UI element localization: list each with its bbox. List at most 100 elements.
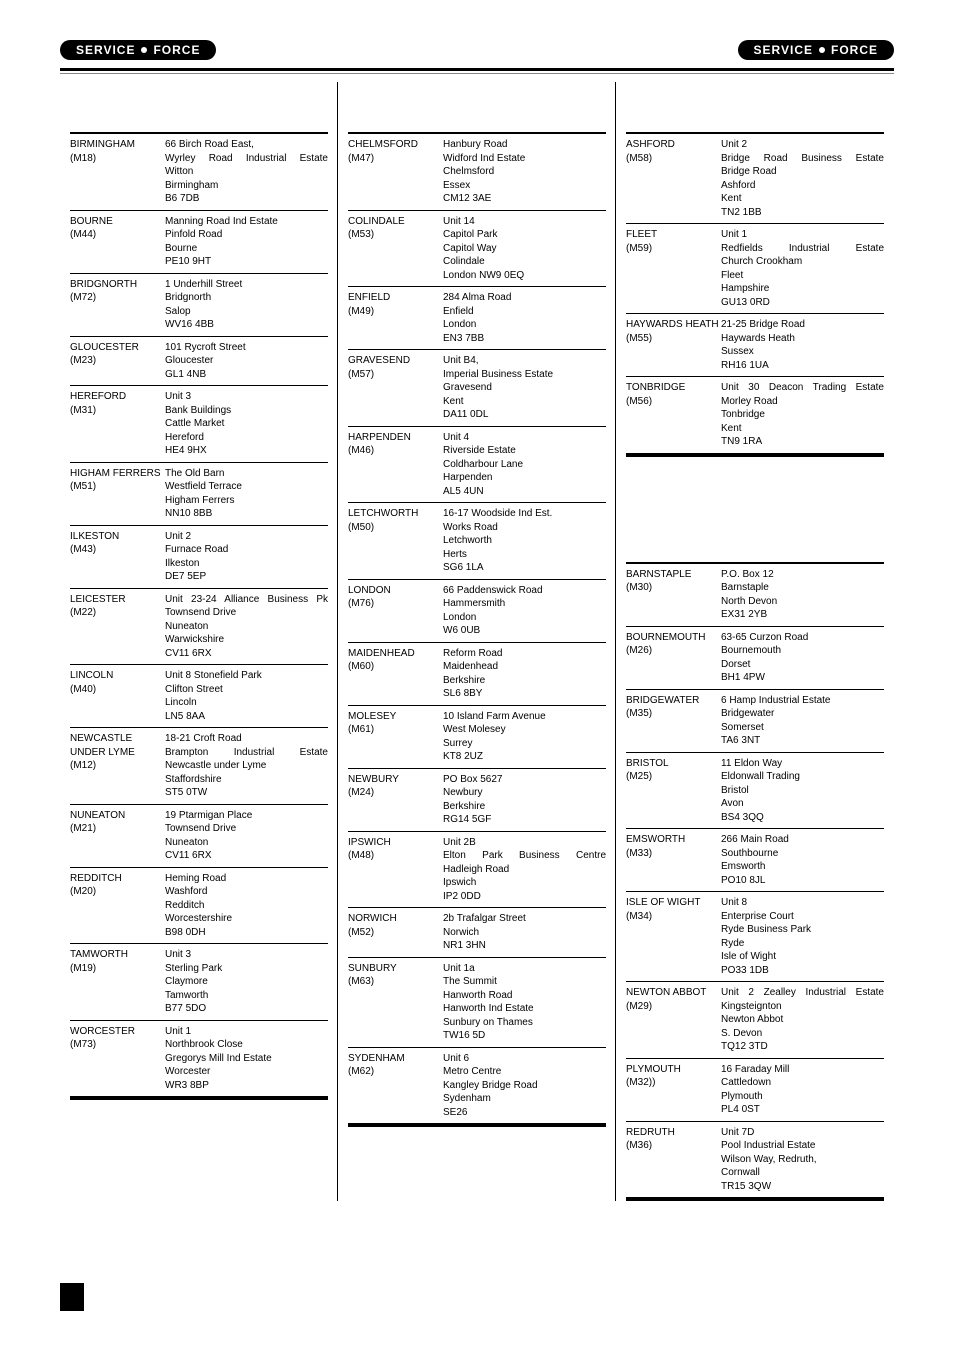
address-line: Works Road [443,521,606,535]
location-entry: LEICESTER(M22)Unit 23-24 Alliance Busine… [70,589,328,666]
logo-text-left: SERVICE [76,43,135,57]
page-header: SERVICE FORCE SERVICE FORCE [60,40,894,60]
address-line: Cattle Market [165,417,328,431]
location-code: (M47) [348,152,443,166]
address-line: Unit 4 [443,431,606,445]
location-address: Unit 2BElton Park Business CentreHadleig… [443,836,606,904]
address-line: Northbrook Close [165,1038,328,1052]
address-line: Redditch [165,899,328,913]
location-name: HARPENDEN [348,431,443,445]
logo-text-right: FORCE [831,43,878,57]
location-name-block: TONBRIDGE(M56) [626,381,721,449]
address-line: TN9 1RA [721,435,884,449]
location-name: REDRUTH [626,1126,721,1140]
location-name: FLEET [626,228,721,242]
address-line: Hereford [165,431,328,445]
location-entry: SUNBURY(M63)Unit 1aThe SummitHanworth Ro… [348,958,606,1048]
location-entry: LONDON(M76)66 Paddenswick RoadHammersmit… [348,580,606,643]
address-line: WR3 8BP [165,1079,328,1093]
address-line: Bridge Road [721,165,884,179]
address-line: CM12 3AE [443,192,606,206]
address-line: Lincoln [165,696,328,710]
address-line: London [443,611,606,625]
location-name: LETCHWORTH [348,507,443,521]
address-line: Avon [721,797,884,811]
location-code: (M63) [348,975,443,989]
address-line: Staffordshire [165,773,328,787]
location-entry: BRIDGNORTH(M72)1 Underhill StreetBridgno… [70,274,328,337]
location-address: Unit 2Bridge Road Business EstateBridge … [721,138,884,219]
page-marker [60,1283,84,1311]
location-name: REDDITCH [70,872,165,886]
location-entry: TAMWORTH(M19)Unit 3Sterling ParkClaymore… [70,944,328,1021]
location-name: PLYMOUTH [626,1063,721,1077]
address-line: Unit 1 [165,1025,328,1039]
location-address: Unit 6Metro CentreKangley Bridge RoadSyd… [443,1052,606,1120]
address-line: 66 Paddenswick Road [443,584,606,598]
location-code: (M32)) [626,1076,721,1090]
address-line: Bristol [721,784,884,798]
address-line: Salop [165,305,328,319]
location-name-block: ISLE OF WIGHT(M34) [626,896,721,977]
address-line: Elton Park Business Centre [443,849,606,863]
location-code: (M50) [348,521,443,535]
address-line: London [443,318,606,332]
location-address: Reform RoadMaidenheadBerkshireSL6 8BY [443,647,606,701]
address-line: Colindale [443,255,606,269]
location-name-block: CHELMSFORD(M47) [348,138,443,206]
address-line: 63-65 Curzon Road [721,631,884,645]
address-line: Kent [721,192,884,206]
location-address: 16-17 Woodside Ind Est.Works RoadLetchwo… [443,507,606,575]
logo-left: SERVICE FORCE [60,40,216,60]
location-name-block: FLEET(M59) [626,228,721,309]
address-line: Hanworth Road [443,989,606,1003]
column: BIRMINGHAM(M18)66 Birch Road East,Wyrley… [60,82,338,1201]
address-line: TW16 5D [443,1029,606,1043]
address-line: Unit 3 [165,390,328,404]
location-name: NEWTON ABBOT [626,986,721,1000]
location-address: Unit 1Redfields Industrial EstateChurch … [721,228,884,309]
location-name-block: REDDITCH(M20) [70,872,165,940]
location-name-block: MOLESEY(M61) [348,710,443,764]
location-name: NEWCASTLE UNDER LYME [70,732,165,759]
location-address: Manning Road Ind EstatePinfold RoadBourn… [165,215,328,269]
section-bottom-rule [70,1097,328,1100]
location-name-block: SYDENHAM(M62) [348,1052,443,1120]
address-line: Church Crookham [721,255,884,269]
address-line: Sterling Park [165,962,328,976]
address-line: HE4 9HX [165,444,328,458]
address-line: Unit 2B [443,836,606,850]
address-line: Plymouth [721,1090,884,1104]
logo-dot [819,47,825,53]
location-entry: MOLESEY(M61)10 Island Farm AvenueWest Mo… [348,706,606,769]
location-name-block: BRISTOL(M25) [626,757,721,825]
address-line: North Devon [721,595,884,609]
location-address: 63-65 Curzon RoadBournemouthDorsetBH1 4P… [721,631,884,685]
location-address: 66 Paddenswick RoadHammersmithLondonW6 0… [443,584,606,638]
address-line: Unit 7D [721,1126,884,1140]
section: ASHFORD(M58)Unit 2Bridge Road Business E… [626,132,884,457]
address-line: 18-21 Croft Road [165,732,328,746]
location-name: BRIDGNORTH [70,278,165,292]
address-line: Riverside Estate [443,444,606,458]
logo-text-right: FORCE [153,43,200,57]
location-code: (M59) [626,242,721,256]
address-line: West Molesey [443,723,606,737]
address-line: Higham Ferrers [165,494,328,508]
address-line: Unit 8 [721,896,884,910]
address-line: Metro Centre [443,1065,606,1079]
location-name: GRAVESEND [348,354,443,368]
location-name-block: PLYMOUTH(M32)) [626,1063,721,1117]
address-line: NN10 8BB [165,507,328,521]
address-line: Pool Industrial Estate [721,1139,884,1153]
location-name-block: ILKESTON(M43) [70,530,165,584]
address-line: Unit 2 [165,530,328,544]
location-name: LONDON [348,584,443,598]
address-line: Unit 23-24 Alliance Business Pk [165,593,328,607]
address-line: DE7 5EP [165,570,328,584]
address-line: Hampshire [721,282,884,296]
address-line: LN5 8AA [165,710,328,724]
address-line: Capitol Way [443,242,606,256]
address-line: Heming Road [165,872,328,886]
address-line: IP2 0DD [443,890,606,904]
